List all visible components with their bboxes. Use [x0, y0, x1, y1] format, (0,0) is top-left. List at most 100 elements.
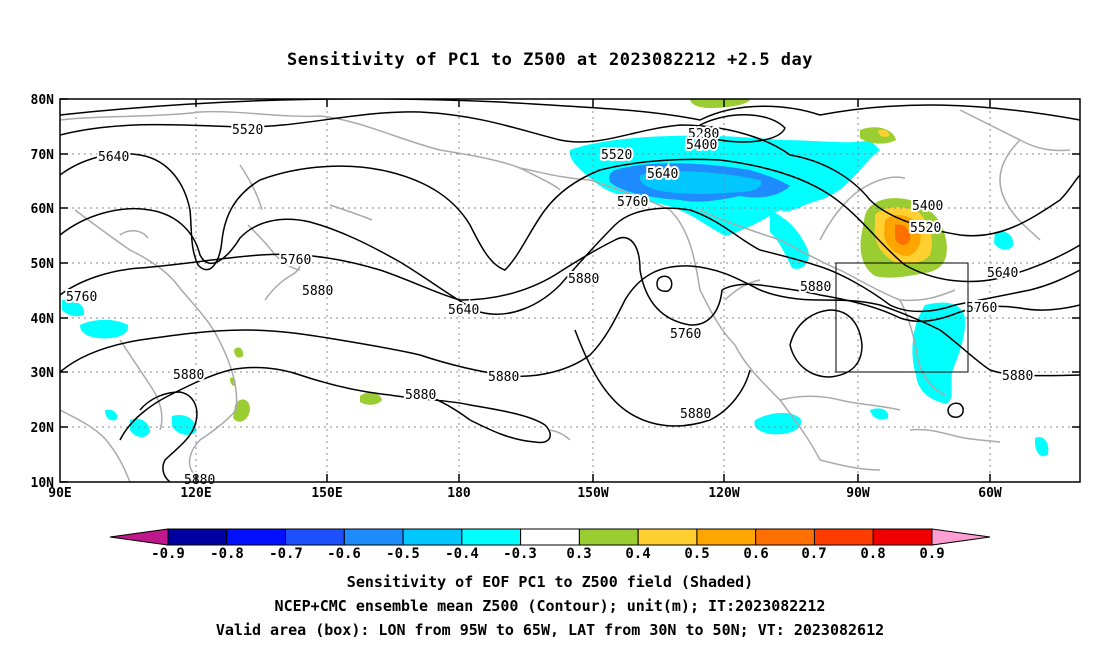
contour-label: 5760	[617, 195, 648, 210]
colorbar-low-end	[109, 528, 169, 546]
colorbar-label: -0.4	[445, 546, 479, 562]
colorbar-segment	[343, 528, 404, 546]
contour-label: 5280	[688, 127, 719, 142]
colorbar-segment	[696, 528, 757, 546]
colorbar-label: -0.5	[386, 546, 420, 562]
coastlines	[60, 109, 1071, 482]
contour-label: 5880	[1002, 369, 1033, 384]
colorbar-label: -0.7	[269, 546, 303, 562]
shade-cyan-atl	[994, 230, 1014, 250]
contour-label-partial: 5880	[184, 473, 215, 488]
lon-label: 180	[447, 486, 471, 501]
contour-label: 5640	[647, 167, 678, 182]
contour-label: 5880	[488, 370, 519, 385]
lon-label: 90E	[48, 486, 71, 501]
shade-green-pac-1	[360, 392, 382, 405]
contour-label: 5520	[232, 123, 263, 138]
colorbar-label: 0.6	[743, 546, 768, 562]
colorbar-label: 0.9	[919, 546, 944, 562]
colorbar-label: -0.6	[327, 546, 361, 562]
contour-label: 5760	[966, 301, 997, 316]
shade-cyan-caribbean	[870, 408, 889, 420]
colorbar-segment	[813, 528, 874, 546]
colorbar-segment	[520, 528, 580, 546]
shade-cyan-asia-4	[172, 414, 197, 435]
sensitivity-shading	[62, 99, 1049, 457]
colorbar-label: 0.4	[625, 546, 650, 562]
contour-label: 5880	[800, 280, 831, 295]
colorbar-label: 0.7	[801, 546, 826, 562]
shade-green-asia-1	[233, 399, 250, 422]
colorbar-segment	[872, 528, 933, 546]
lon-labels: 90E 120E 150E 180 150W 120W 90W 60W	[48, 486, 1002, 501]
colorbar-label: -0.3	[503, 546, 537, 562]
shade-cyan-atl-2	[1034, 436, 1049, 457]
colorbar-label: -0.9	[151, 546, 185, 562]
lon-label: 150W	[577, 486, 608, 501]
shade-green-north	[690, 99, 750, 108]
lon-label: 150E	[311, 486, 342, 501]
shade-green-asia-2	[234, 347, 244, 358]
contour-label: 5520	[601, 148, 632, 163]
lat-label: 50N	[31, 257, 55, 272]
colorbar-label: 0.3	[566, 546, 591, 562]
contour-label: 5640	[98, 150, 129, 165]
contour-label: 5880	[405, 388, 436, 403]
colorbar-segment	[637, 528, 698, 546]
lon-label: 60W	[978, 486, 1002, 501]
lon-label: 120W	[708, 486, 739, 501]
map-frame	[59, 98, 1081, 483]
colorbar-segment	[226, 528, 287, 546]
colorbar-segment	[167, 528, 228, 546]
colorbar-segment	[402, 528, 463, 546]
lat-label: 80N	[31, 93, 55, 108]
contour-label: 5520	[910, 221, 941, 236]
lat-label: 60N	[31, 202, 55, 217]
colorbar-high-end	[931, 528, 991, 546]
lat-label: 30N	[31, 366, 55, 381]
contour-label: 5880	[302, 284, 333, 299]
colorbar: -0.9 -0.8 -0.7 -0.6 -0.5 -0.4 -0.3 0.3 0…	[109, 528, 991, 562]
caption-valid-area: Valid area (box): LON from 95W to 65W, L…	[215, 621, 885, 639]
shade-cyan-asia-3	[130, 418, 150, 438]
lat-label: 20N	[31, 421, 55, 436]
shade-cyan-asia-5	[105, 409, 118, 421]
contour-labels: 5520 5640 5280 5400 5520 5640 5760 5400 …	[64, 121, 1035, 424]
contour-label: 5880	[173, 368, 204, 383]
contour-label: 5880	[680, 407, 711, 422]
contour-label: 5760	[280, 253, 311, 268]
lat-label: 70N	[31, 148, 55, 163]
shade-cyan-east-coast	[912, 302, 966, 404]
contour-label: 5760	[670, 327, 701, 342]
valid-area-box	[835, 262, 969, 373]
shade-cyan-asia-1	[62, 299, 85, 317]
colorbar-segment	[285, 528, 345, 546]
contour-label: 5400	[912, 199, 943, 214]
shade-yellow-ne-top	[878, 129, 890, 137]
contour-label: 5640	[987, 266, 1018, 281]
lat-lon-grid	[60, 99, 1080, 482]
caption-contour: NCEP+CMC ensemble mean Z500 (Contour); u…	[274, 597, 826, 615]
lon-label: 120E	[180, 486, 211, 501]
shade-lightblue-core	[639, 171, 762, 194]
colorbar-label: 0.5	[684, 546, 709, 562]
chart-title: Sensitivity of PC1 to Z500 at 2023082212…	[286, 50, 813, 70]
contour-label: 5400	[686, 138, 717, 153]
lat-labels: 80N 70N 60N 50N 40N 30N 20N 10N	[31, 93, 55, 491]
colorbar-segment	[461, 528, 522, 546]
contour-label: 5640	[448, 303, 479, 318]
caption-shaded: Sensitivity of EOF PC1 to Z500 field (Sh…	[346, 573, 754, 591]
colorbar-label: 0.8	[860, 546, 885, 562]
shade-cyan-asia-2	[80, 319, 129, 339]
shade-cyan-lobe	[770, 210, 809, 269]
lat-label: 40N	[31, 312, 55, 327]
lat-label: 10N	[31, 476, 55, 491]
colorbar-label: -0.8	[210, 546, 244, 562]
contour-label: 5760	[66, 290, 97, 305]
contour-label: 5880	[568, 272, 599, 287]
colorbar-segment	[755, 528, 815, 546]
tick-marks	[60, 98, 1080, 483]
shade-darkorange-ne	[895, 224, 911, 246]
z500-contours	[60, 99, 1080, 482]
